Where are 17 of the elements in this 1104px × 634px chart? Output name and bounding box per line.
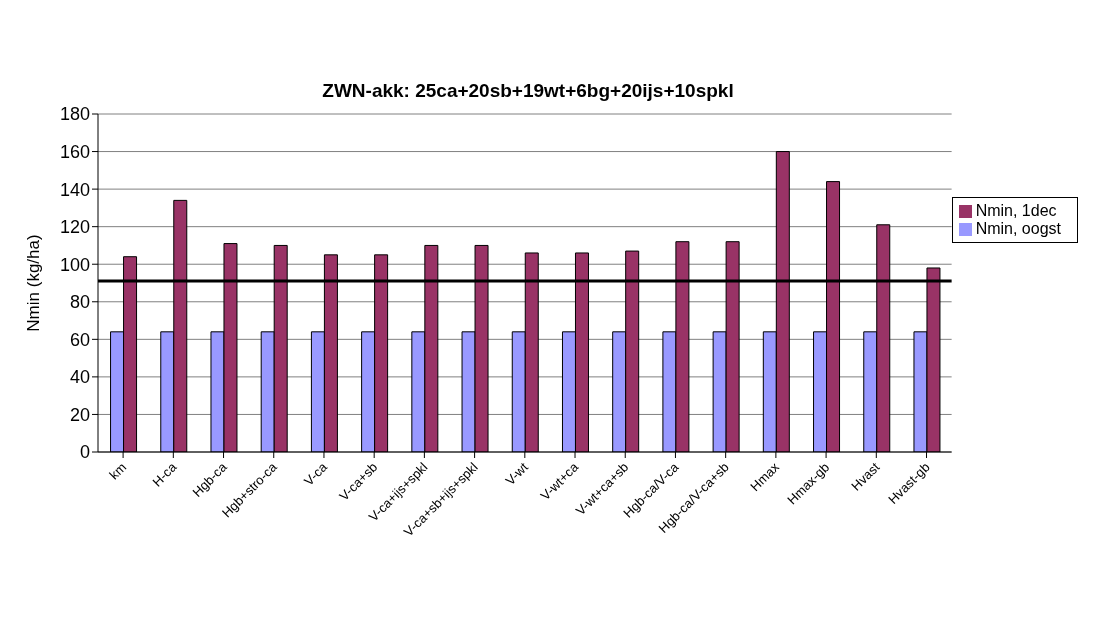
- y-tick-label: 160: [59, 141, 90, 162]
- y-tick-label: 100: [59, 254, 90, 275]
- chart-title: ZWN-akk: 25ca+20sb+19wt+6bg+20ijs+10spkl: [321, 80, 735, 102]
- y-tick-label: 40: [69, 367, 90, 388]
- legend-label: Nmin, oogst: [975, 220, 1061, 237]
- x-tick-label: km: [106, 459, 130, 483]
- x-tick-label: V-wt: [502, 459, 532, 489]
- y-tick-label: 140: [59, 179, 90, 200]
- y-tick-label: 60: [69, 329, 90, 350]
- y-tick-label: 120: [59, 217, 90, 238]
- y-tick-label: 0: [79, 442, 90, 463]
- y-tick-label: 80: [69, 292, 90, 313]
- y-tick-label: 180: [59, 104, 90, 125]
- x-tick-label: V-ca: [301, 458, 331, 489]
- legend-label: Nmin, 1dec: [975, 202, 1057, 219]
- y-tick-label: 20: [69, 404, 90, 425]
- y-axis-title: Nmin (kg/ha): [24, 234, 44, 332]
